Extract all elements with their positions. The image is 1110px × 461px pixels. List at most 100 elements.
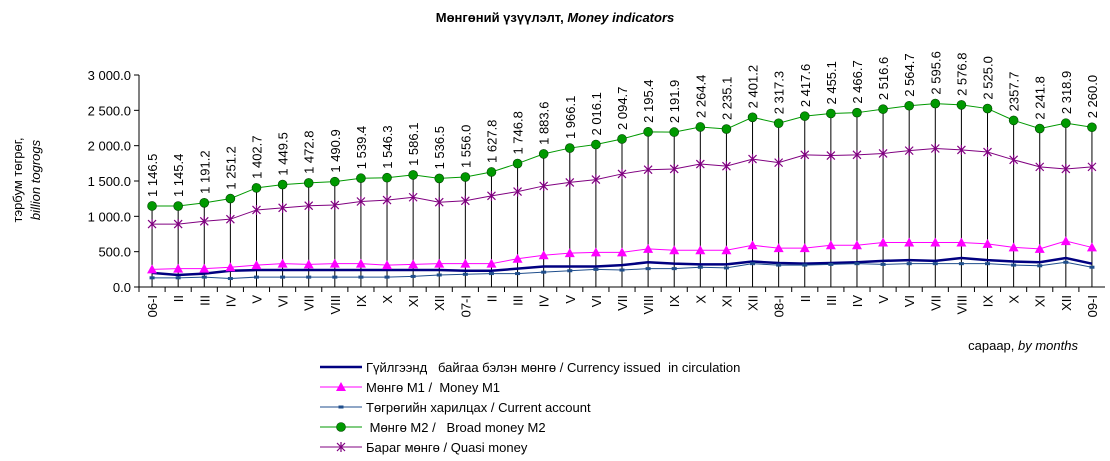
marker (721, 124, 732, 134)
marker (1089, 265, 1095, 269)
data-label: 1 746.8 (511, 111, 526, 154)
y-tick-label: 0.0 (113, 280, 131, 295)
marker (904, 145, 914, 156)
marker (1008, 242, 1019, 252)
data-label: 2 595.6 (928, 51, 943, 94)
marker (828, 262, 834, 266)
marker (747, 112, 758, 123)
marker (251, 260, 262, 270)
marker (541, 270, 547, 274)
marker (512, 253, 523, 263)
marker (434, 197, 444, 208)
marker (356, 173, 366, 184)
x-tick-label: V (249, 295, 264, 304)
data-label: 2 417.6 (798, 64, 813, 107)
data-label: 2 235.1 (719, 77, 734, 120)
marker (199, 263, 210, 273)
x-tick-label: VII (928, 295, 943, 311)
marker (408, 170, 418, 180)
data-label: 2 525.0 (981, 56, 996, 99)
marker (147, 264, 158, 274)
x-tick-label: VI (276, 295, 291, 307)
marker (251, 183, 262, 193)
x-tick-label: IV (537, 295, 552, 308)
marker (904, 100, 914, 111)
marker (173, 263, 184, 273)
x-tick-label: XI (406, 295, 421, 307)
legend-label: Мөнгө М1 / Money M1 (366, 380, 500, 395)
marker (303, 259, 314, 269)
marker (591, 139, 601, 150)
marker (513, 186, 522, 197)
marker (358, 275, 364, 279)
y-tick-label: 1 500.0 (88, 174, 131, 189)
marker (1034, 123, 1045, 134)
x-tick-label: VI (902, 295, 917, 307)
data-label: 2 564.7 (902, 53, 917, 96)
marker (1037, 264, 1043, 268)
marker (617, 247, 627, 257)
marker (904, 237, 915, 247)
marker (722, 161, 731, 172)
marker (227, 277, 233, 281)
x-tick-label: VIII (641, 295, 656, 315)
data-label: 2 264.4 (693, 75, 708, 118)
marker (802, 263, 808, 267)
marker (278, 202, 288, 213)
marker (982, 238, 993, 248)
data-label: 1 449.5 (276, 132, 291, 175)
marker (669, 163, 679, 174)
y-tick-label: 1 000.0 (88, 209, 131, 224)
data-label: 1 546.3 (380, 125, 395, 168)
x-tick-label: 06-I (145, 295, 160, 317)
marker (225, 262, 236, 272)
marker (280, 275, 286, 279)
x-tick-label: IX (981, 295, 996, 308)
marker (983, 147, 992, 158)
data-label: 2 576.8 (954, 53, 969, 96)
marker (956, 144, 966, 155)
marker (355, 258, 366, 268)
marker (1008, 115, 1019, 126)
marker (306, 275, 312, 279)
title-mn: Мөнгөний үзүүлэлт, (436, 10, 564, 25)
marker (852, 149, 862, 160)
marker (723, 266, 729, 270)
marker (617, 168, 627, 179)
marker (671, 267, 677, 271)
x-axis-label: сараар, by months (968, 338, 1078, 353)
marker (436, 273, 442, 277)
marker (982, 103, 993, 114)
marker (591, 174, 601, 185)
marker (643, 127, 653, 137)
x-tick-label: 07-I (458, 295, 473, 317)
marker (277, 179, 288, 190)
marker (538, 250, 549, 260)
x-tick-label: X (693, 295, 708, 304)
marker (488, 272, 494, 276)
data-label: 2 401.2 (746, 65, 761, 108)
y-tick-label: 500.0 (98, 245, 131, 260)
x-label-mn: сараар, (968, 338, 1014, 353)
marker (800, 149, 810, 160)
marker (252, 204, 261, 215)
marker (332, 275, 338, 279)
marker (852, 107, 862, 118)
data-label: 1 146.5 (145, 154, 160, 197)
marker (958, 262, 964, 266)
data-label: 2 466.7 (850, 60, 865, 103)
marker (669, 245, 680, 255)
x-tick-label: XI (1033, 295, 1048, 307)
marker (330, 176, 340, 187)
x-tick-label: II (171, 295, 186, 302)
legend-label: Гүйлгээнд байгаа бэлэн мөнгө / Currency … (366, 360, 740, 375)
data-label: 1 586.1 (406, 123, 421, 166)
y-axis-label: тэрбум төгрөг, (10, 137, 25, 222)
marker (338, 405, 344, 409)
x-tick-label: XI (719, 295, 734, 307)
marker (669, 127, 680, 137)
marker (854, 262, 860, 266)
marker (539, 180, 549, 191)
marker (643, 243, 654, 253)
x-tick-label: II (798, 295, 813, 302)
